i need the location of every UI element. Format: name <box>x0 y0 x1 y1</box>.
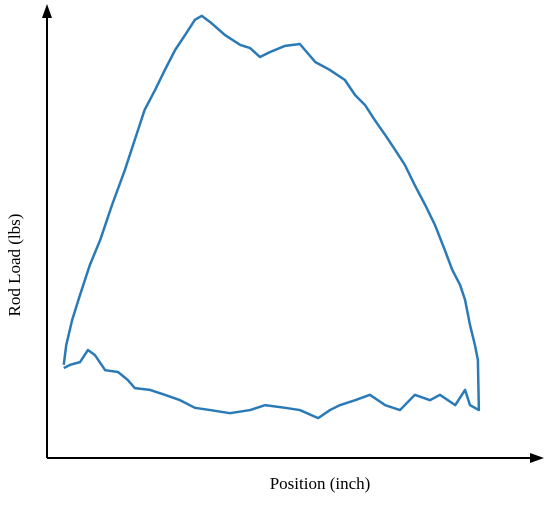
y-axis-label: Rod Load (lbs) <box>5 214 24 317</box>
y-axis-arrow <box>42 4 52 18</box>
data-line <box>62 14 481 420</box>
x-axis-arrow <box>530 453 544 463</box>
x-axis-label: Position (inch) <box>270 474 371 493</box>
